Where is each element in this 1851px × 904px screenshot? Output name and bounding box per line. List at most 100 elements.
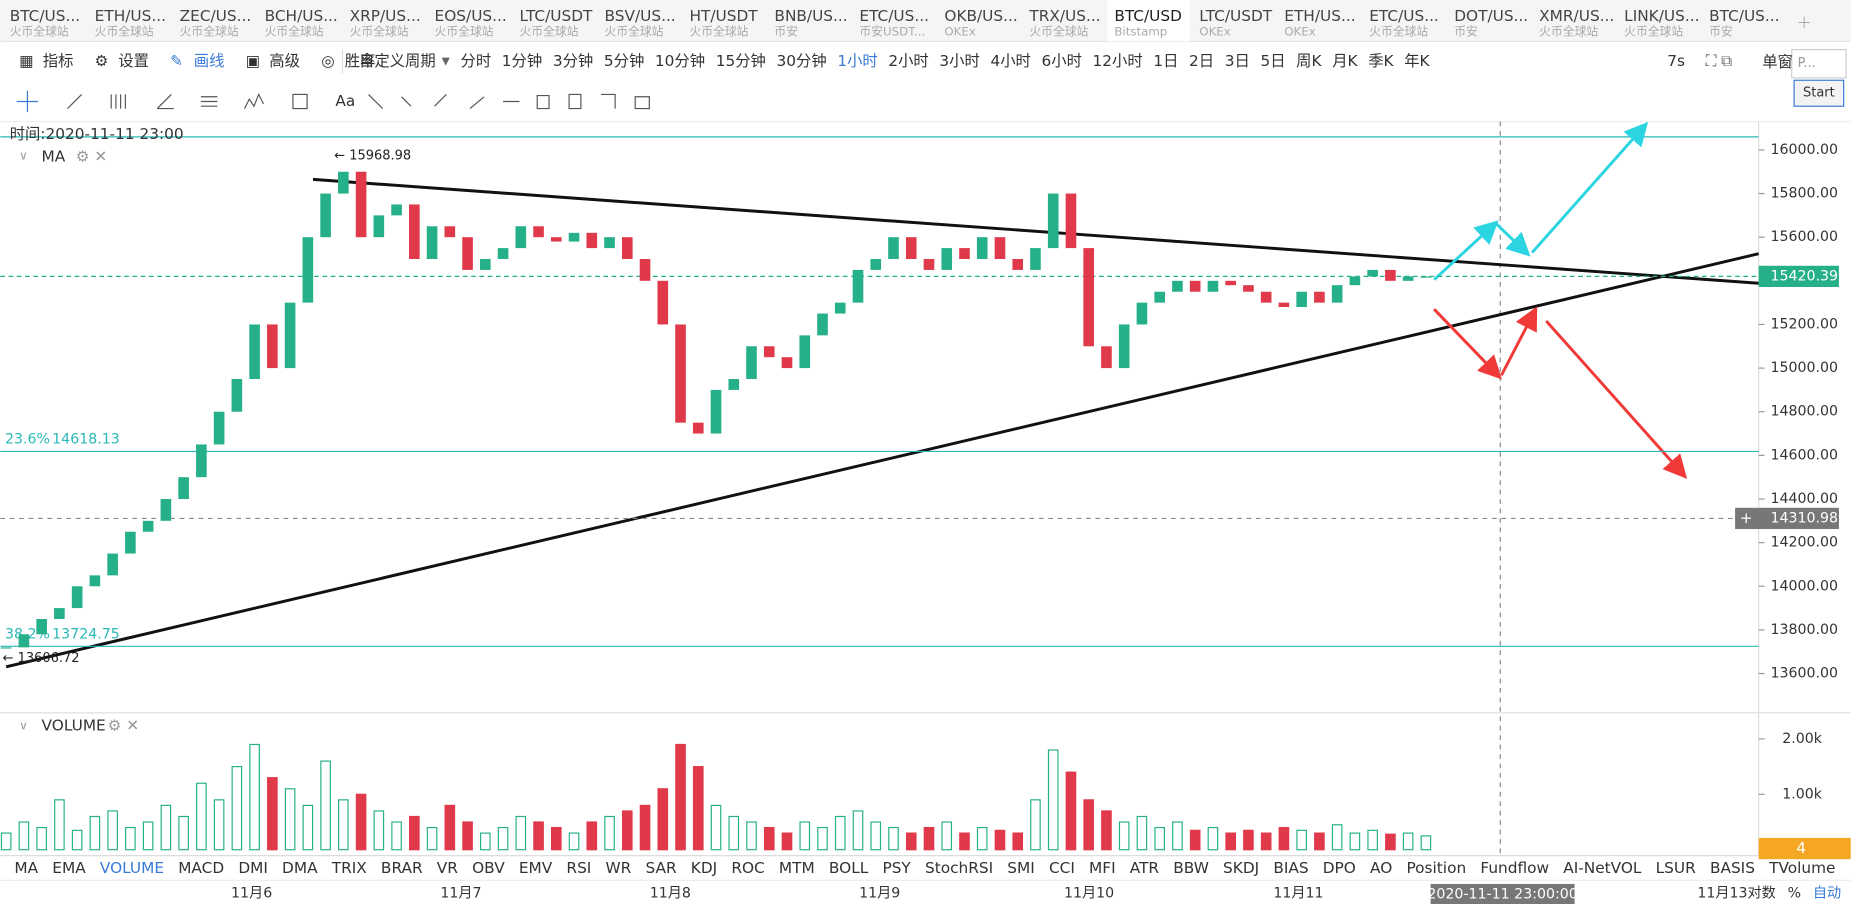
tab-symbol[interactable]: BTC/US... <box>10 7 80 25</box>
indicator-tab[interactable]: DPO <box>1323 859 1356 877</box>
period[interactable]: 2日 <box>1189 52 1214 70</box>
period[interactable]: 5分钟 <box>604 52 644 70</box>
indicator-tab[interactable]: AI-NetVOL <box>1563 859 1642 877</box>
indicator-tab[interactable]: BRAR <box>381 859 423 877</box>
indicator-tab[interactable]: RSI <box>566 859 591 877</box>
tab-exchange[interactable]: 币安USDT... <box>859 24 925 38</box>
indicator-tab[interactable]: SAR <box>645 859 677 877</box>
tab-symbol[interactable]: BTC/US... <box>1709 7 1779 25</box>
indicator-tab[interactable]: VR <box>437 859 458 877</box>
tab-symbol[interactable]: BSV/US... <box>604 7 675 25</box>
axis-option[interactable]: 自动 <box>1813 885 1841 901</box>
indicator-tab[interactable]: BIAS <box>1273 859 1308 877</box>
tab-exchange[interactable]: 火币全球站 <box>95 24 154 38</box>
tab-symbol[interactable]: EOS/US... <box>435 7 507 25</box>
indicator-tab[interactable]: MACD <box>178 859 224 877</box>
indicator-tab[interactable]: PSY <box>882 859 911 877</box>
toolbar-icon[interactable]: ◎ <box>321 52 334 70</box>
tab-symbol[interactable]: ETH/US... <box>95 7 166 25</box>
tab-exchange[interactable]: 火币全球站 <box>604 24 663 38</box>
period[interactable]: 年K <box>1404 52 1430 70</box>
toolbar-icon[interactable]: ▦ <box>19 52 33 70</box>
tab-symbol[interactable]: XMR/US... <box>1539 7 1614 25</box>
toolbar-button[interactable]: 画线 <box>194 52 225 70</box>
toolbar-button[interactable]: 胜率 <box>345 52 376 70</box>
tab-exchange[interactable]: Bitstamp <box>1114 24 1167 38</box>
tab-symbol[interactable]: XRP/US... <box>350 7 421 25</box>
period[interactable]: 1分钟 <box>502 52 542 70</box>
tab-exchange[interactable]: OKEx <box>1284 24 1315 38</box>
toolbar-icon[interactable]: ▣ <box>246 52 260 70</box>
tab-symbol[interactable]: LTC/USDT <box>520 7 594 25</box>
period[interactable]: 周K <box>1296 52 1322 70</box>
indicator-tab[interactable]: MA <box>14 859 38 877</box>
tab-exchange[interactable]: 火币全球站 <box>520 24 579 38</box>
period[interactable]: 月K <box>1332 52 1358 70</box>
indicator-tab[interactable]: MFI <box>1089 859 1116 877</box>
start-label[interactable]: Start <box>1803 86 1835 101</box>
indicator-tab[interactable]: DMA <box>282 859 318 877</box>
tab-exchange[interactable]: 火币全球站 <box>265 24 324 38</box>
tab-symbol[interactable]: LINK/US... <box>1624 7 1699 25</box>
indicator-tab[interactable]: SMI <box>1007 859 1034 877</box>
period[interactable]: 1小时 <box>837 52 877 70</box>
indicator-tab[interactable]: KDJ <box>691 859 717 877</box>
ma-settings[interactable]: ⚙ ✕ <box>76 147 107 165</box>
custom-period[interactable]: 自定义周期 <box>359 52 436 70</box>
tab-symbol[interactable]: HT/USDT <box>689 7 758 25</box>
tab-exchange[interactable]: 火币全球站 <box>180 24 239 38</box>
indicator-tab[interactable]: DMI <box>238 859 268 877</box>
window-mode[interactable]: 单窗 <box>1762 53 1793 71</box>
period[interactable]: 6小时 <box>1041 52 1081 70</box>
collapse-icon[interactable]: ∨ <box>19 718 28 732</box>
tab-exchange[interactable]: 火币全球站 <box>10 24 69 38</box>
indicator-tab[interactable]: ROC <box>731 859 764 877</box>
tab-exchange[interactable]: 火币全球站 <box>1369 24 1428 38</box>
tab-symbol[interactable]: TRX/US... <box>1028 7 1100 25</box>
tab-exchange[interactable]: OKEx <box>944 24 975 38</box>
axis-option[interactable]: 11月13 <box>1697 885 1747 901</box>
tab-symbol[interactable]: ETH/US... <box>1284 7 1355 25</box>
tab-exchange[interactable]: OKEx <box>1199 24 1230 38</box>
tab-exchange[interactable]: 币安 <box>774 24 798 38</box>
indicator-tab[interactable]: StochRSI <box>925 859 993 877</box>
toolbar-icon[interactable]: ✎ <box>170 52 183 70</box>
indicator-tab[interactable]: MTM <box>779 859 815 877</box>
period[interactable]: 10分钟 <box>655 52 705 70</box>
indicator-tab[interactable]: LSUR <box>1656 859 1696 877</box>
period[interactable]: 3分钟 <box>553 52 593 70</box>
tab-exchange[interactable]: 火币全球站 <box>689 24 748 38</box>
tab-symbol[interactable]: BTC/USD <box>1114 7 1182 25</box>
period[interactable]: 5日 <box>1260 52 1285 70</box>
indicator-tab[interactable]: Position <box>1406 859 1466 877</box>
volume-settings[interactable]: ⚙ ✕ <box>108 716 139 734</box>
fullscreen-icons[interactable]: ⛶ ⧉ <box>1706 52 1733 70</box>
indicator-tab[interactable]: TRIX <box>331 859 368 877</box>
tab-exchange[interactable]: 币安 <box>1454 24 1478 38</box>
period[interactable]: 1日 <box>1153 52 1178 70</box>
tab-exchange[interactable]: 火币全球站 <box>1539 24 1598 38</box>
start-button[interactable] <box>1793 79 1845 107</box>
indicator-tab[interactable]: EMV <box>519 859 553 877</box>
toolbar-button[interactable]: 设置 <box>118 52 149 70</box>
tab-exchange[interactable]: 币安 <box>1709 24 1733 38</box>
tab-exchange[interactable]: 火币全球站 <box>1029 24 1088 38</box>
period[interactable]: 分时 <box>461 52 492 70</box>
tab-symbol[interactable]: OKB/US... <box>944 7 1017 25</box>
indicator-tab[interactable]: Fundflow <box>1480 859 1549 877</box>
indicator-tab[interactable]: ATR <box>1130 859 1160 877</box>
indicator-tab[interactable]: EMA <box>52 859 86 877</box>
text-tool[interactable]: Aa <box>335 92 355 110</box>
indicator-tab[interactable]: BOLL <box>829 859 869 877</box>
tab-exchange[interactable]: 火币全球站 <box>435 24 494 38</box>
tab-exchange[interactable]: 火币全球站 <box>350 24 409 38</box>
period[interactable]: 12小时 <box>1093 52 1143 70</box>
indicator-tab[interactable]: WR <box>606 859 632 877</box>
indicator-tab[interactable]: SKDJ <box>1223 859 1259 877</box>
tab-symbol[interactable]: BNB/US... <box>774 7 847 25</box>
tab-symbol[interactable]: DOT/US... <box>1454 7 1528 25</box>
indicator-tab[interactable]: BASIS <box>1710 859 1755 877</box>
indicator-tab[interactable]: AO <box>1370 859 1392 877</box>
period[interactable]: 3日 <box>1225 52 1250 70</box>
axis-option[interactable]: 对数 <box>1748 885 1776 901</box>
